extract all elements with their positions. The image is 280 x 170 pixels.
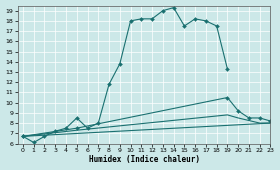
X-axis label: Humidex (Indice chaleur): Humidex (Indice chaleur) <box>88 155 200 164</box>
